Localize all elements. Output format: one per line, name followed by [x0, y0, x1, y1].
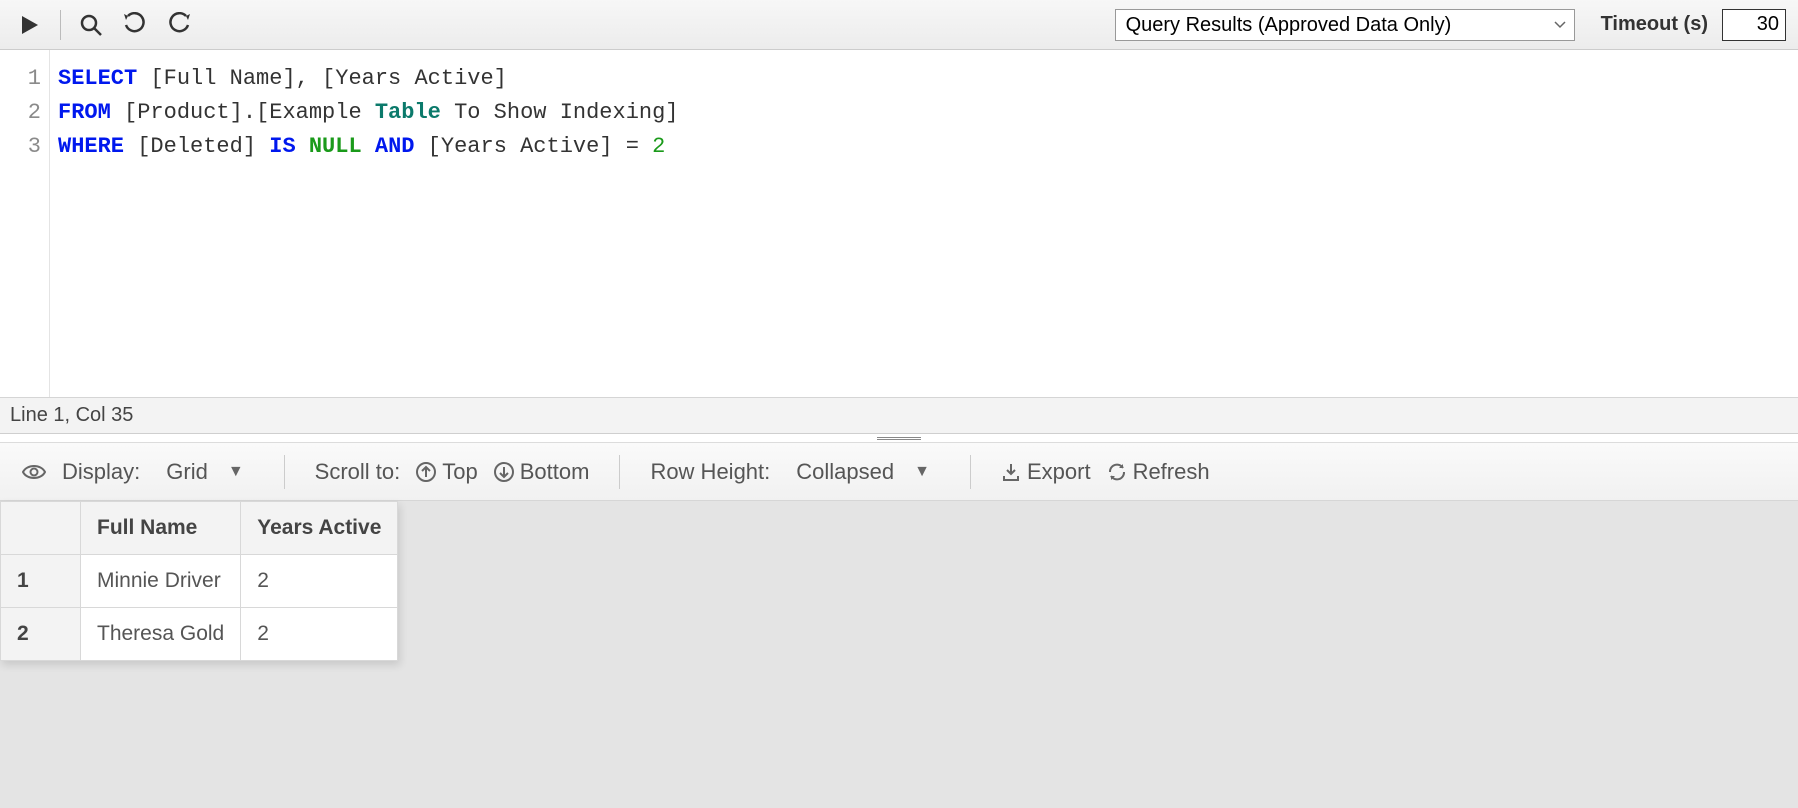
refresh-button[interactable]: Refresh	[1107, 459, 1210, 485]
code-token: Table	[375, 100, 441, 125]
column-header[interactable]: Years Active	[241, 502, 398, 555]
code-token	[296, 134, 309, 159]
eye-icon	[22, 463, 46, 481]
query-results-select[interactable]: Query Results (Approved Data Only)	[1115, 9, 1575, 41]
code-line[interactable]: WHERE [Deleted] IS NULL AND [Years Activ…	[58, 130, 679, 164]
scroll-bottom-label: Bottom	[520, 459, 590, 485]
scroll-top-label: Top	[442, 459, 477, 485]
chevron-down-icon: ▼	[228, 463, 244, 481]
pane-splitter[interactable]	[0, 434, 1798, 443]
results-toolbar: Display: Grid ▼ Scroll to: Top Bottom Ro…	[0, 443, 1798, 501]
undo-button[interactable]	[117, 7, 153, 43]
code-area[interactable]: SELECT [Full Name], [Years Active]FROM […	[50, 50, 687, 397]
code-token: [Full Name], [Years Active]	[137, 66, 507, 91]
column-header[interactable]: Full Name	[81, 502, 241, 555]
code-token: NULL	[309, 134, 362, 159]
code-line[interactable]: SELECT [Full Name], [Years Active]	[58, 62, 679, 96]
code-token: [Years Active] =	[414, 134, 652, 159]
scroll-bottom-button[interactable]: Bottom	[494, 459, 590, 485]
row-number: 1	[1, 555, 81, 608]
code-token: SELECT	[58, 66, 137, 91]
display-value: Grid	[166, 459, 208, 485]
cursor-status: Line 1, Col 35	[0, 398, 1798, 434]
code-token	[362, 134, 375, 159]
code-token: WHERE	[58, 134, 124, 159]
table-cell[interactable]: 2	[241, 608, 398, 661]
timeout-label: Timeout (s)	[1601, 13, 1708, 36]
table-row[interactable]: 2Theresa Gold2	[1, 608, 398, 661]
line-number: 3	[0, 130, 41, 164]
display-label: Display:	[62, 459, 140, 485]
query-toolbar: Query Results (Approved Data Only) Timeo…	[0, 0, 1798, 50]
code-token: [Product].[Example	[111, 100, 375, 125]
export-label: Export	[1027, 459, 1091, 485]
results-area: Full NameYears Active1Minnie Driver22The…	[0, 501, 1798, 808]
code-token: To Show Indexing]	[441, 100, 679, 125]
refresh-label: Refresh	[1133, 459, 1210, 485]
export-button[interactable]: Export	[1001, 459, 1091, 485]
code-token: 2	[652, 134, 665, 159]
code-token: [Deleted]	[124, 134, 269, 159]
row-number: 2	[1, 608, 81, 661]
row-height-dropdown[interactable]: Collapsed ▼	[786, 455, 940, 489]
line-gutter: 123	[0, 50, 50, 397]
code-line[interactable]: FROM [Product].[Example Table To Show In…	[58, 96, 679, 130]
results-separator	[619, 455, 620, 489]
results-table: Full NameYears Active1Minnie Driver22The…	[0, 501, 398, 661]
table-cell[interactable]: Theresa Gold	[81, 608, 241, 661]
redo-button[interactable]	[161, 7, 197, 43]
table-cell[interactable]: 2	[241, 555, 398, 608]
sql-editor[interactable]: 123 SELECT [Full Name], [Years Active]FR…	[0, 50, 1798, 398]
line-number: 2	[0, 96, 41, 130]
row-height-label: Row Height:	[650, 459, 770, 485]
toolbar-separator	[60, 10, 61, 40]
row-num-header	[1, 502, 81, 555]
run-button[interactable]	[12, 7, 48, 43]
code-token: AND	[375, 134, 415, 159]
row-height-value: Collapsed	[796, 459, 894, 485]
results-separator	[970, 455, 971, 489]
table-cell[interactable]: Minnie Driver	[81, 555, 241, 608]
display-dropdown[interactable]: Grid ▼	[156, 455, 253, 489]
results-separator	[284, 455, 285, 489]
scroll-top-button[interactable]: Top	[416, 459, 477, 485]
timeout-input[interactable]	[1722, 9, 1786, 41]
scroll-label: Scroll to:	[315, 459, 401, 485]
line-number: 1	[0, 62, 41, 96]
chevron-down-icon: ▼	[914, 463, 930, 481]
code-token: FROM	[58, 100, 111, 125]
search-button[interactable]	[73, 7, 109, 43]
table-row[interactable]: 1Minnie Driver2	[1, 555, 398, 608]
code-token: IS	[269, 134, 295, 159]
